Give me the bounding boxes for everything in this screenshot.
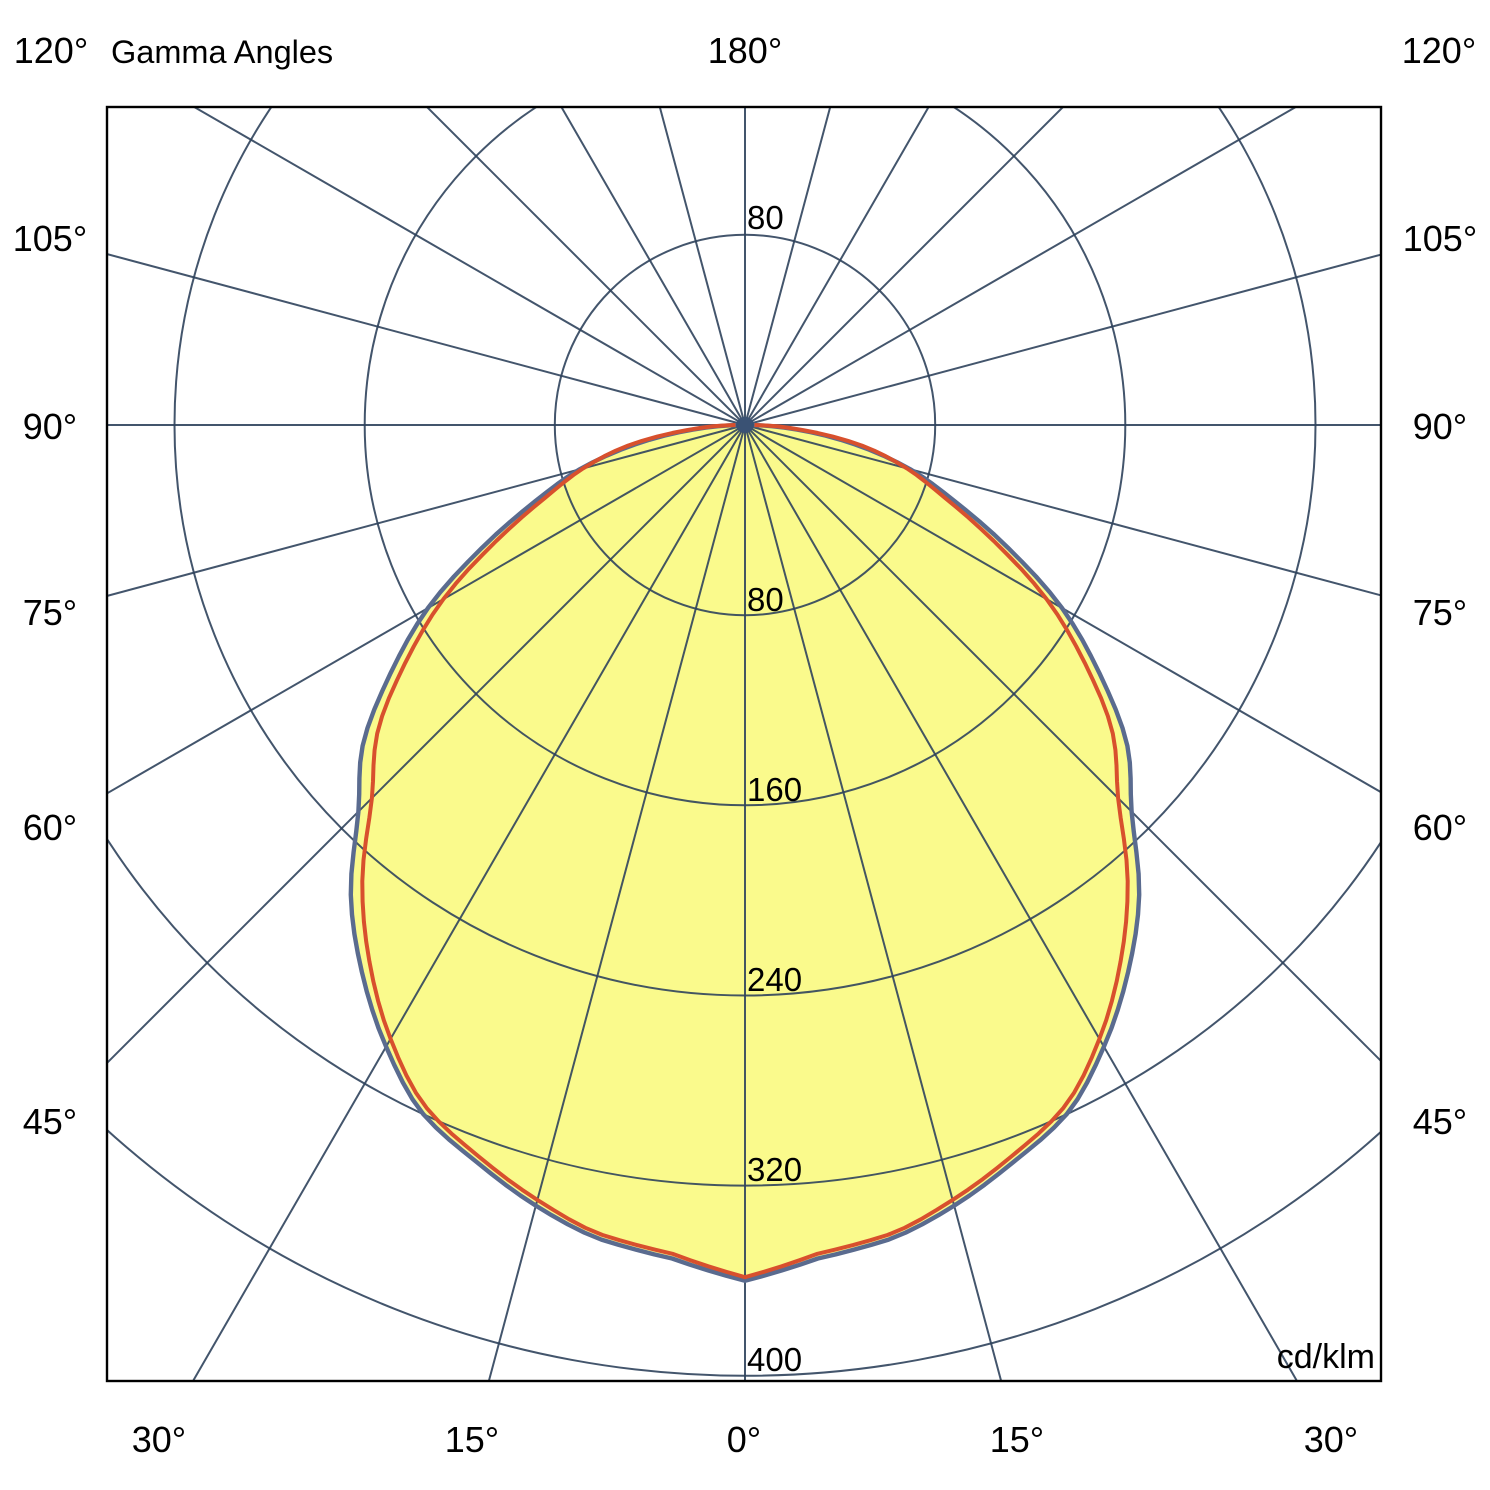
svg-text:320: 320 (747, 1151, 802, 1188)
svg-text:75°: 75° (1413, 592, 1467, 633)
svg-text:400: 400 (747, 1341, 802, 1378)
svg-text:160: 160 (747, 771, 802, 808)
svg-text:90°: 90° (23, 406, 77, 447)
svg-text:Gamma Angles: Gamma Angles (111, 34, 333, 70)
svg-text:105°: 105° (1403, 218, 1477, 259)
svg-text:120°: 120° (1402, 30, 1476, 71)
svg-text:60°: 60° (23, 807, 77, 848)
svg-text:80: 80 (747, 581, 784, 618)
svg-text:15°: 15° (990, 1419, 1044, 1460)
svg-text:60°: 60° (1413, 807, 1467, 848)
svg-text:90°: 90° (1413, 406, 1467, 447)
svg-text:180°: 180° (708, 30, 782, 71)
svg-text:105°: 105° (13, 218, 87, 259)
svg-text:75°: 75° (23, 592, 77, 633)
svg-text:15°: 15° (445, 1419, 499, 1460)
svg-text:45°: 45° (23, 1101, 77, 1142)
svg-text:45°: 45° (1413, 1101, 1467, 1142)
svg-text:30°: 30° (132, 1419, 186, 1460)
svg-text:0°: 0° (727, 1419, 761, 1460)
svg-text:240: 240 (747, 961, 802, 998)
svg-text:cd/klm: cd/klm (1277, 1338, 1375, 1376)
svg-text:120°: 120° (14, 30, 88, 71)
svg-text:80: 80 (747, 199, 784, 236)
svg-text:30°: 30° (1304, 1419, 1358, 1460)
